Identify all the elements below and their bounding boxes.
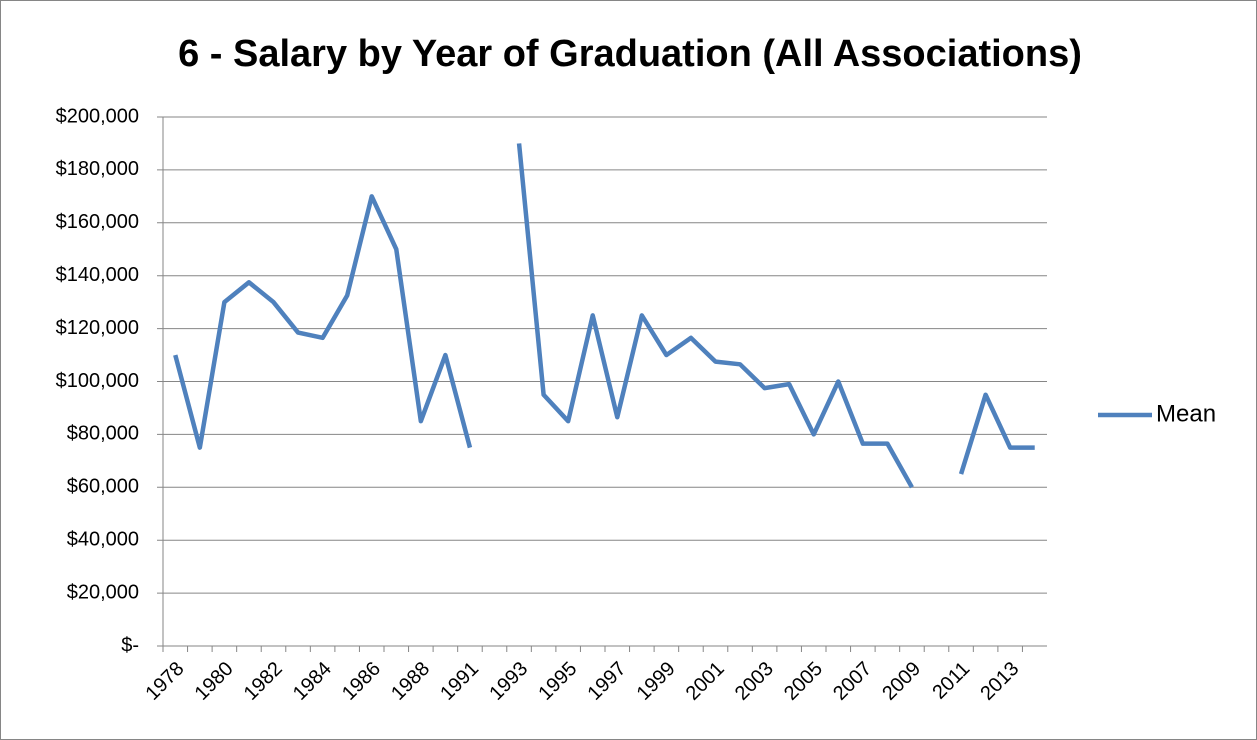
- y-tick-label: $60,000: [67, 476, 139, 498]
- y-tick-label: $180,000: [56, 158, 139, 180]
- y-tick-label: $80,000: [67, 423, 139, 445]
- legend-label: Mean: [1156, 400, 1216, 427]
- series-line: [173, 143, 1035, 489]
- y-tick-label: $20,000: [67, 581, 139, 603]
- y-tick-label: $160,000: [56, 211, 139, 233]
- y-tick-label: $-: [121, 634, 139, 656]
- y-tick-label: $200,000: [56, 105, 139, 127]
- y-tick-label: $120,000: [56, 317, 139, 339]
- chart-title: 6 - Salary by Year of Graduation (All As…: [178, 33, 1082, 75]
- y-tick-label: $100,000: [56, 370, 139, 392]
- y-tick-label: $40,000: [67, 528, 139, 550]
- y-tick-label: $140,000: [56, 264, 139, 286]
